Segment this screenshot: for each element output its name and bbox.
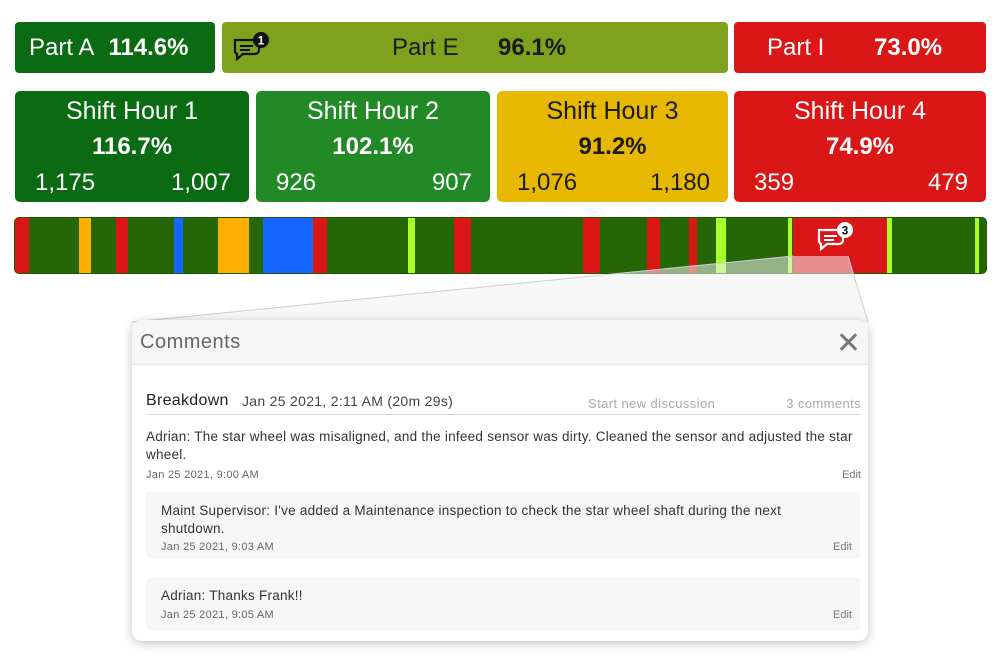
edit-link[interactable]: Edit xyxy=(833,541,852,553)
shift-hour-percent: 116.7% xyxy=(91,133,173,160)
event-time: Jan 25 2021, 2:11 AM (20m 29s) xyxy=(242,393,454,409)
shift-hour-title: Shift Hour 4 xyxy=(793,97,926,125)
part-percent: 114.6% xyxy=(108,33,189,61)
production-timeline[interactable]: 3 xyxy=(14,217,987,274)
shift-hour-right-value: 1,007 xyxy=(170,169,231,196)
timeline-segment-breakdown[interactable] xyxy=(116,218,128,273)
shift-hour-tile-2[interactable]: Shift Hour 2 102.1% 926 907 xyxy=(256,91,490,202)
comment-text: Maint Supervisor: I've added a Maintenan… xyxy=(161,503,782,536)
edit-link[interactable]: Edit xyxy=(842,469,861,481)
comment-date: Jan 25 2021, 9:05 AM xyxy=(161,609,275,621)
comment-bubble-icon[interactable]: 1 xyxy=(231,31,271,61)
timeline-segment-changeover[interactable] xyxy=(174,218,183,273)
timeline-segment-slow[interactable] xyxy=(975,218,979,273)
shift-hour-left-value: 1,076 xyxy=(517,169,578,196)
shift-hour-percent: 74.9% xyxy=(825,133,895,160)
comment-date: Jan 25 2021, 9:03 AM xyxy=(161,541,275,553)
timeline-segment-breakdown[interactable] xyxy=(454,218,471,273)
shift-hour-left-value: 359 xyxy=(754,169,795,196)
timeline-segment-breakdown[interactable] xyxy=(313,218,327,273)
comments-panel: Comments Breakdown Jan 25 2021, 2:11 AM … xyxy=(132,320,868,641)
shift-hour-right-value: 479 xyxy=(927,169,968,196)
start-new-discussion-link[interactable]: Start new discussion xyxy=(588,396,716,411)
shift-hour-tile-4[interactable]: Shift Hour 4 74.9% 359 479 xyxy=(734,91,986,202)
close-icon[interactable] xyxy=(838,330,858,352)
shift-hour-left-value: 1,175 xyxy=(35,169,96,196)
shift-hour-tile-1[interactable]: Shift Hour 1 116.7% 1,175 1,007 xyxy=(15,91,249,202)
shift-hour-percent: 102.1% xyxy=(332,133,414,160)
comment-text: Adrian: Thanks Frank!! xyxy=(161,588,303,603)
part-label: Part E xyxy=(392,33,459,61)
timeline-segment-changeover[interactable] xyxy=(263,218,313,273)
shift-hour-tile-3[interactable]: Shift Hour 3 91.2% 1,076 1,180 xyxy=(497,91,728,202)
comment-badge-count: 1 xyxy=(258,34,265,48)
timeline-segment-breakdown[interactable] xyxy=(583,218,600,273)
part-tile-a[interactable]: Part A 114.6% xyxy=(15,22,215,73)
comment-reply: Maint Supervisor: I've added a Maintenan… xyxy=(146,492,860,558)
comment-bubble-icon[interactable]: 3 xyxy=(815,221,855,251)
part-tile-e[interactable]: 1 Part E 96.1% xyxy=(222,22,728,73)
shift-hour-right-value: 907 xyxy=(431,169,472,196)
panel-title: Comments xyxy=(140,331,241,353)
timeline-segment-breakdown[interactable] xyxy=(647,218,660,273)
comment-badge-count: 3 xyxy=(842,224,849,238)
timeline-segment-short-stop[interactable] xyxy=(218,218,249,273)
shift-hour-percent: 91.2% xyxy=(578,133,647,160)
shift-hour-title: Shift Hour 3 xyxy=(546,97,679,125)
comment: Adrian: The star wheel was misaligned, a… xyxy=(146,428,861,486)
shift-hour-title: Shift Hour 2 xyxy=(306,97,439,125)
part-percent: 96.1% xyxy=(498,33,567,61)
edit-link[interactable]: Edit xyxy=(833,609,852,621)
comment-date: Jan 25 2021, 9:00 AM xyxy=(146,469,260,481)
comments-panel-header: Comments xyxy=(132,320,868,365)
timeline-segment-slow[interactable] xyxy=(716,218,726,273)
comment-count: 3 comments xyxy=(786,396,861,411)
shift-hour-right-value: 1,180 xyxy=(649,169,710,196)
part-label: Part A xyxy=(29,33,95,61)
event-type: Breakdown xyxy=(146,392,229,409)
part-tile-i[interactable]: Part I 73.0% xyxy=(734,22,986,73)
part-percent: 73.0% xyxy=(874,33,943,61)
shift-hour-title: Shift Hour 1 xyxy=(65,97,198,125)
event-summary-row: Breakdown Jan 25 2021, 2:11 AM (20m 29s)… xyxy=(146,392,861,415)
shift-hour-left-value: 926 xyxy=(276,169,317,196)
comment-text: Adrian: The star wheel was misaligned, a… xyxy=(146,429,853,462)
timeline-segment-slow[interactable] xyxy=(788,218,792,273)
comment-reply: Adrian: Thanks Frank!! Jan 25 2021, 9:05… xyxy=(146,578,860,630)
timeline-segment-breakdown[interactable] xyxy=(15,218,29,273)
timeline-segment-slow[interactable] xyxy=(408,218,415,273)
timeline-segment-breakdown[interactable] xyxy=(689,218,697,273)
timeline-segment-short-stop[interactable] xyxy=(79,218,91,273)
part-label: Part I xyxy=(767,33,825,61)
timeline-segment-slow[interactable] xyxy=(887,218,892,273)
